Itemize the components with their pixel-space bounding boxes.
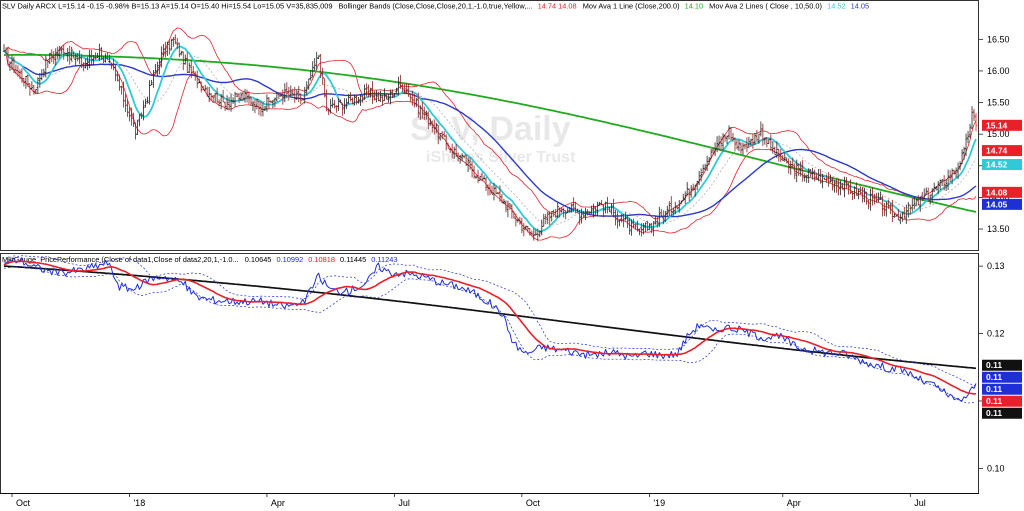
mova2-label: Mov Ava 2 Lines ( Close , 10,50.0) [709, 2, 822, 11]
time-tick-label: Apr [271, 498, 285, 508]
mova1-value: 14.10 [685, 2, 704, 11]
price-y-tick-label: 16.00 [987, 66, 1010, 76]
time-tick-label: Apr [787, 498, 801, 508]
mova2-50-line [3, 50, 977, 218]
price-last-value-badge-text: 15.14 [986, 120, 1008, 130]
indicator-series-layer [3, 255, 977, 404]
mova2-value-1: 14.52 [827, 2, 846, 11]
price-last-value-badge-bg [982, 119, 1022, 131]
indicator-title: MktGauge_PricePerformance (Close of data… [2, 255, 239, 264]
price-y-tick-label: 15.00 [987, 129, 1010, 139]
price-last-value-badge-text: 14.52 [986, 160, 1008, 170]
price-header: SLV Daily ARCX L=15.14 -0.15 -0.98% B=15… [2, 2, 869, 11]
price-y-tick-label: 15.50 [987, 98, 1010, 108]
indicator-y-tick-label: 0.10 [987, 463, 1005, 473]
bollinger-upper-line [3, 27, 977, 220]
mova2-10-line [3, 45, 977, 233]
indicator-last-value-badge-bg [982, 395, 1022, 407]
axis-layer: 13.5014.0014.5015.0015.5016.0016.500.100… [11, 34, 1022, 508]
mova1-label: Mov Ava 1 Line (Close,200.0) [583, 2, 680, 11]
indicator-last-value-badge-text: 0.11 [986, 408, 1002, 418]
indicator-upper-band-line [3, 255, 977, 386]
indicator-last-value-badge-bg [982, 371, 1022, 383]
indicator-lower-band-line [3, 266, 977, 404]
indicator-average-line [3, 260, 977, 395]
indicator-header: MktGauge_PricePerformance (Close of data… [2, 255, 397, 264]
watermark-title: SLV, Daily [410, 110, 571, 148]
price-series-layer [2, 27, 978, 242]
price-last-value-badge-bg [982, 186, 1022, 198]
time-tick-label: Oct [526, 498, 541, 508]
indicator-value-1: 0.10645 [245, 255, 272, 264]
price-last-value-badge-bg [982, 159, 1022, 171]
price-panel-frame [0, 0, 979, 251]
indicator-value-4: 0.11445 [340, 255, 366, 264]
indicator-last-value-badge-text: 0.11 [986, 372, 1002, 382]
indicator-long-average-line [3, 265, 977, 370]
time-tick-label: '19 [653, 498, 665, 508]
time-tick-label: '18 [133, 498, 145, 508]
indicator-last-value-badge-bg [982, 407, 1022, 419]
indicator-last-value-badge-text: 0.11 [986, 384, 1002, 394]
indicator-panel-frame [0, 253, 979, 494]
quote-text: SLV Daily ARCX L=15.14 -0.15 -0.98% B=15… [2, 2, 332, 11]
price-last-value-badge-bg [982, 198, 1022, 210]
price-last-value-badge-text: 14.05 [986, 199, 1008, 209]
bollinger-mid-line [3, 50, 977, 226]
indicator-y-tick-label: 0.12 [987, 329, 1005, 339]
indicator-last-value-badge-bg [982, 359, 1022, 371]
watermark-subtitle: iShares Silver Trust [426, 149, 576, 166]
time-tick-label: Jul [398, 498, 410, 508]
indicator-performance-line [3, 257, 977, 402]
indicator-value-5: 0.11243 [371, 255, 397, 264]
price-last-value-badge-text: 14.08 [986, 187, 1008, 197]
indicator-last-value-badge-text: 0.11 [986, 360, 1002, 370]
indicator-last-value-badge-text: 0.11 [986, 396, 1002, 406]
time-tick-label: Oct [16, 498, 31, 508]
price-last-value-badge-text: 14.74 [986, 146, 1008, 156]
indicator-y-tick-label: 0.13 [987, 261, 1005, 271]
indicator-last-value-badge-bg [982, 383, 1022, 395]
time-tick-label: Jul [914, 498, 926, 508]
price-y-tick-label: 16.50 [987, 34, 1010, 44]
ohlc-bars [2, 34, 978, 242]
bollinger-label: Bollinger Bands (Close,Close,Close,20,1,… [339, 2, 533, 11]
bollinger-values: 14.74 14.08 [538, 2, 577, 11]
price-y-tick-label: 13.50 [987, 224, 1010, 234]
price-last-value-badge-bg [982, 145, 1022, 157]
mova1-200-line [3, 54, 977, 213]
mova2-value-2: 14.05 [851, 2, 870, 11]
indicator-value-3: 0.10818 [308, 255, 335, 264]
indicator-value-2: 0.10992 [276, 255, 303, 264]
